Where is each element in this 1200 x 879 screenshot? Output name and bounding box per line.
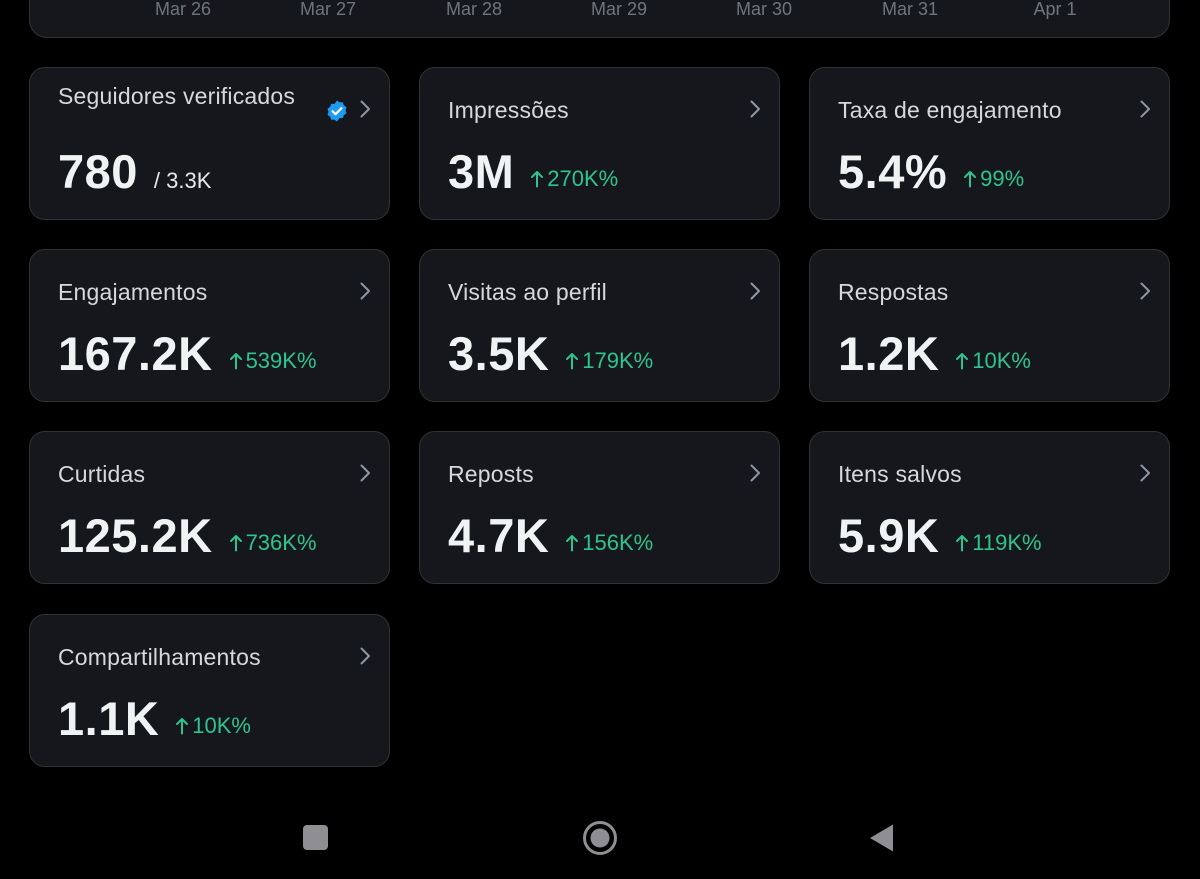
metric-value: 3.5K bbox=[448, 327, 550, 380]
arrow-up-icon bbox=[566, 353, 579, 370]
arrow-up-icon bbox=[964, 171, 977, 188]
chevron-right-icon bbox=[1140, 282, 1150, 300]
metric-change: 10K% bbox=[955, 348, 1031, 374]
metric-change: 119K% bbox=[955, 530, 1042, 556]
metric-change: 179K% bbox=[565, 348, 653, 374]
chevron-right-icon bbox=[750, 464, 760, 482]
metric-change: 270K% bbox=[530, 166, 618, 192]
likes-card[interactable]: Curtidas 125.2K 736K% bbox=[29, 431, 390, 584]
shares-card[interactable]: Compartilhamentos 1.1K 10K% bbox=[29, 614, 390, 767]
metric-row: 3M 270K% bbox=[448, 145, 618, 199]
metric-row: 167.2K 539K% bbox=[58, 327, 317, 381]
metric-change: 99% bbox=[963, 166, 1024, 192]
arrow-up-icon bbox=[176, 718, 189, 735]
metric-value: 5.4% bbox=[838, 145, 948, 198]
chevron-right-icon bbox=[1140, 464, 1150, 482]
recents-square-icon[interactable] bbox=[302, 824, 329, 851]
reposts-card[interactable]: Reposts 4.7K 156K% bbox=[419, 431, 780, 584]
chevron-right-icon bbox=[1140, 100, 1150, 118]
metric-value: 3M bbox=[448, 145, 515, 198]
metric-value: 125.2K bbox=[58, 509, 213, 562]
chart-date-axis: Mar 26 Mar 27 Mar 28 Mar 29 Mar 30 Mar 3… bbox=[29, 0, 1170, 38]
card-title: Engajamentos bbox=[58, 279, 208, 305]
metric-change: 10K% bbox=[175, 713, 251, 739]
arrow-up-icon bbox=[566, 535, 579, 552]
card-title: Itens salvos bbox=[838, 461, 962, 487]
card-title: Visitas ao perfil bbox=[448, 279, 607, 305]
chevron-right-icon bbox=[750, 100, 760, 118]
chart-date-label: Mar 30 bbox=[735, 0, 793, 19]
metric-change-value: 736K% bbox=[245, 530, 317, 555]
metric-change: 539K% bbox=[229, 348, 317, 374]
engagements-card[interactable]: Engajamentos 167.2K 539K% bbox=[29, 249, 390, 402]
metric-row: 5.4% 99% bbox=[838, 145, 1024, 199]
system-navigation-bar bbox=[0, 796, 1200, 879]
metric-change-value: 99% bbox=[980, 166, 1025, 191]
metric-change-value: 156K% bbox=[582, 530, 654, 555]
chevron-right-icon bbox=[360, 100, 370, 118]
arrow-up-icon bbox=[229, 353, 242, 370]
metric-value: 1.1K bbox=[58, 692, 160, 745]
chevron-right-icon bbox=[360, 647, 370, 665]
back-triangle-icon[interactable] bbox=[868, 823, 894, 853]
metric-change-value: 10K% bbox=[972, 348, 1031, 373]
engagement-rate-card[interactable]: Taxa de engajamento 5.4% 99% bbox=[809, 67, 1170, 220]
metric-change-value: 179K% bbox=[582, 348, 654, 373]
card-title: Taxa de engajamento bbox=[838, 97, 1062, 123]
card-title: Reposts bbox=[448, 461, 534, 487]
card-title: Respostas bbox=[838, 279, 949, 305]
metric-change-value: 270K% bbox=[547, 166, 619, 191]
card-title: Seguidores verificados bbox=[58, 83, 296, 109]
metric-value: 1.2K bbox=[838, 327, 940, 380]
metric-change-value: 119K% bbox=[972, 530, 1042, 555]
arrow-up-icon bbox=[956, 353, 969, 370]
profile-visits-card[interactable]: Visitas ao perfil 3.5K 179K% bbox=[419, 249, 780, 402]
chart-date-label: Mar 27 bbox=[299, 0, 357, 19]
chart-date-label: Apr 1 bbox=[1033, 0, 1077, 19]
metric-change: 736K% bbox=[229, 530, 317, 556]
home-circle-icon[interactable] bbox=[582, 820, 618, 856]
chart-date-label: Mar 29 bbox=[590, 0, 648, 19]
metric-value: 4.7K bbox=[448, 509, 550, 562]
chevron-right-icon bbox=[750, 282, 760, 300]
metric-change-value: 539K% bbox=[245, 348, 317, 373]
chevron-right-icon bbox=[360, 282, 370, 300]
metric-row: 5.9K 119K% bbox=[838, 509, 1042, 563]
metric-row: 1.1K 10K% bbox=[58, 692, 251, 746]
metric-change-value: 10K% bbox=[192, 713, 251, 738]
metric-value: 780 bbox=[58, 145, 138, 198]
metric-row: 780 / 3.3K bbox=[58, 145, 211, 199]
card-title: Curtidas bbox=[58, 461, 146, 487]
arrow-up-icon bbox=[531, 171, 544, 188]
replies-card[interactable]: Respostas 1.2K 10K% bbox=[809, 249, 1170, 402]
chart-date-label: Mar 28 bbox=[445, 0, 503, 19]
card-title: Compartilhamentos bbox=[58, 644, 261, 670]
arrow-up-icon bbox=[956, 535, 969, 552]
metric-row: 1.2K 10K% bbox=[838, 327, 1031, 381]
metric-value: 5.9K bbox=[838, 509, 940, 562]
chevron-right-icon bbox=[360, 464, 370, 482]
verified-badge-icon bbox=[327, 100, 347, 122]
metric-row: 4.7K 156K% bbox=[448, 509, 653, 563]
metric-row: 125.2K 736K% bbox=[58, 509, 317, 563]
metric-total: / 3.3K bbox=[153, 168, 212, 193]
metric-row: 3.5K 179K% bbox=[448, 327, 653, 381]
arrow-up-icon bbox=[229, 535, 242, 552]
impressions-card[interactable]: Impressões 3M 270K% bbox=[419, 67, 780, 220]
verified-followers-card[interactable]: Seguidores verificados 780 / 3.3K bbox=[29, 67, 390, 220]
chart-date-label: Mar 26 bbox=[154, 0, 212, 19]
chart-date-label: Mar 31 bbox=[881, 0, 939, 19]
bookmarks-card[interactable]: Itens salvos 5.9K 119K% bbox=[809, 431, 1170, 584]
metric-value: 167.2K bbox=[58, 327, 213, 380]
card-title: Impressões bbox=[448, 97, 569, 123]
metric-change: 156K% bbox=[565, 530, 653, 556]
